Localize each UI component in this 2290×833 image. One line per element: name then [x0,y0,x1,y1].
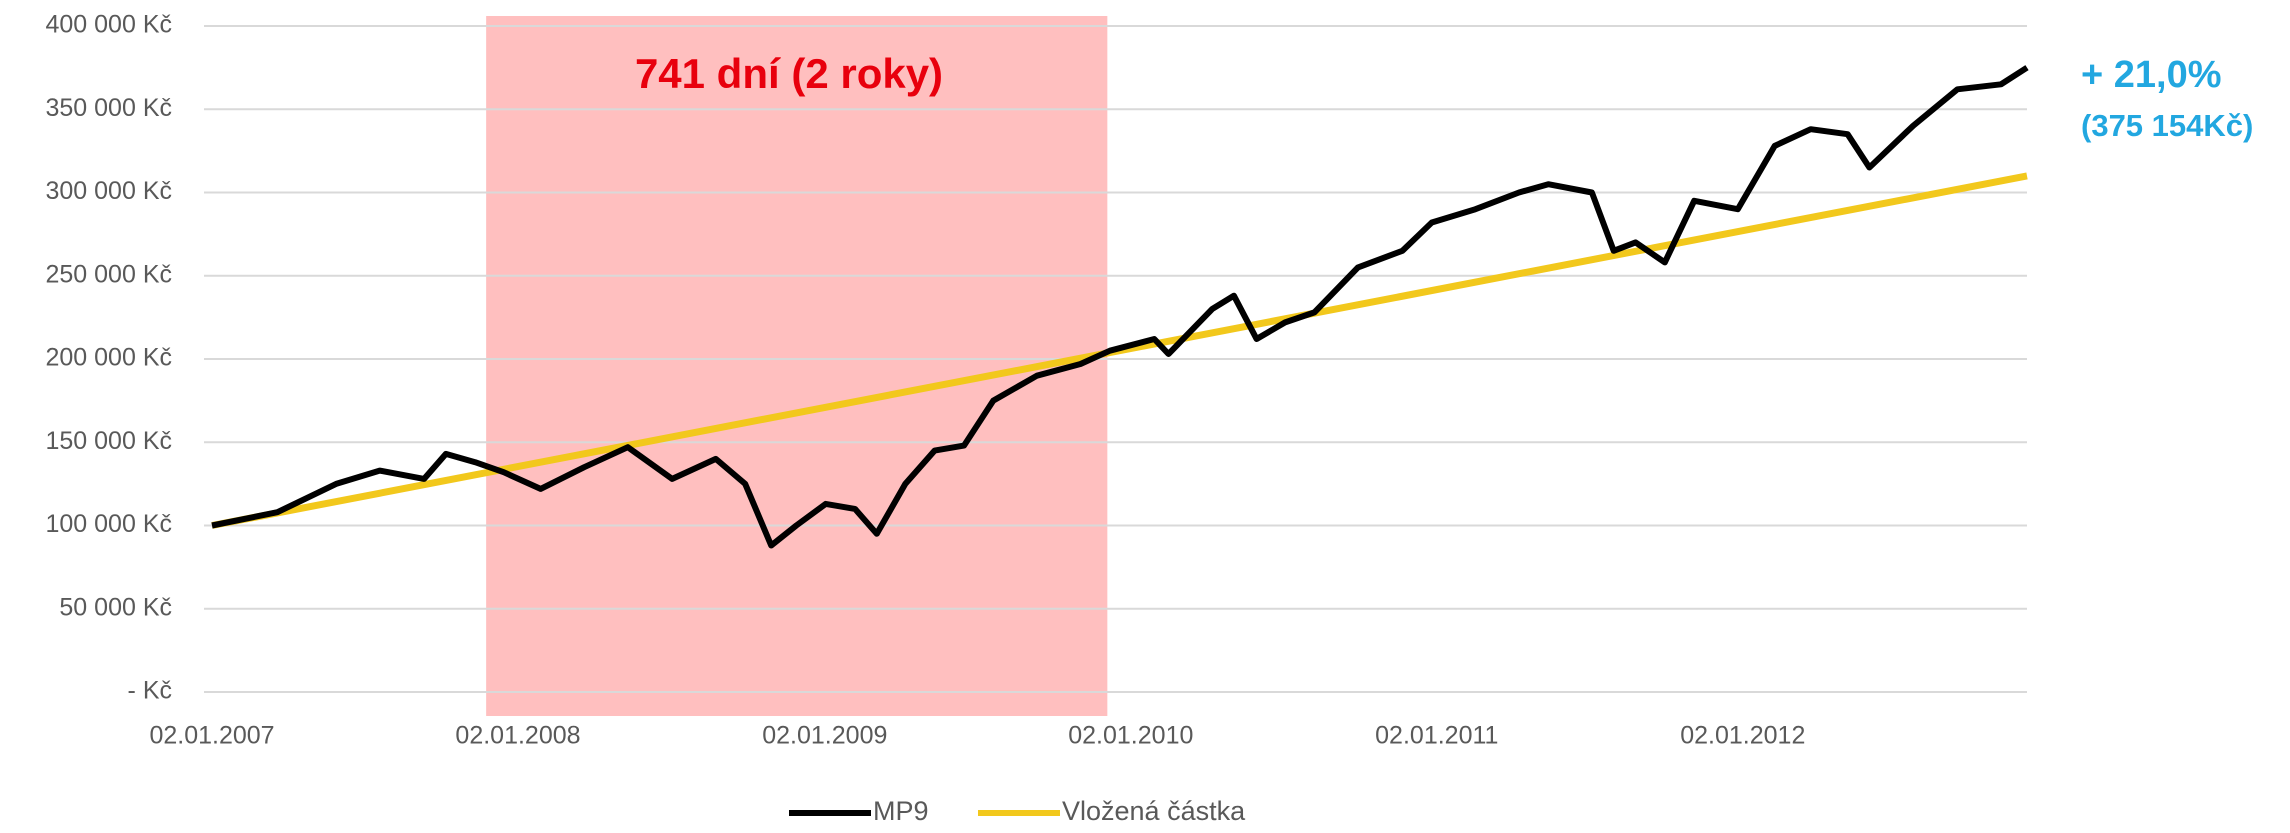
y-tick-label: 150 000 Kč [46,427,173,455]
background-layer [204,16,2027,716]
y-tick-label: 200 000 Kč [46,344,173,372]
legend-label: MP9 [873,796,929,826]
x-tick-label: 02.01.2010 [1068,722,1193,750]
legend-label: Vložená částka [1062,796,1246,826]
x-tick-label: 02.01.2011 [1375,722,1498,750]
y-tick-label: 100 000 Kč [46,510,173,538]
x-tick-label: 02.01.2008 [455,722,580,750]
y-tick-label: - Kč [128,677,172,705]
highlight-band [486,16,1108,716]
y-tick-label: 300 000 Kč [46,177,173,205]
y-tick-label: 50 000 Kč [59,593,172,621]
y-tick-label: 350 000 Kč [46,94,173,122]
x-tick-label: 02.01.2007 [149,722,274,750]
x-tick-label: 02.01.2012 [1680,722,1805,750]
y-tick-label: 250 000 Kč [46,260,173,288]
annotation: + 21,0% [2081,54,2222,96]
x-tick-label: 02.01.2009 [762,722,887,750]
series-line [211,65,2029,549]
y-tick-label: 400 000 Kč [46,11,173,39]
annotation-sub: (375 154Kč) [2081,108,2253,143]
highlight-label: 741 dní (2 roky) [635,50,943,97]
